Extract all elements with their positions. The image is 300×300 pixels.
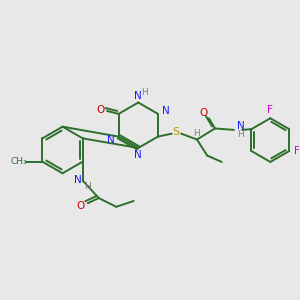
Text: H: H bbox=[84, 182, 91, 191]
Text: CH₃: CH₃ bbox=[11, 157, 27, 166]
Text: N: N bbox=[134, 91, 142, 101]
Text: F: F bbox=[267, 105, 273, 115]
Text: H: H bbox=[141, 88, 148, 97]
Text: O: O bbox=[96, 104, 105, 115]
Text: H: H bbox=[194, 129, 200, 138]
Text: N: N bbox=[134, 150, 142, 160]
Text: N: N bbox=[162, 106, 170, 116]
Text: N: N bbox=[74, 175, 81, 185]
Text: N: N bbox=[237, 122, 244, 131]
Text: N: N bbox=[106, 134, 114, 145]
Text: O: O bbox=[199, 108, 208, 118]
Text: O: O bbox=[76, 201, 85, 211]
Text: F: F bbox=[295, 146, 300, 156]
Text: S: S bbox=[172, 127, 180, 137]
Text: H: H bbox=[237, 130, 244, 139]
